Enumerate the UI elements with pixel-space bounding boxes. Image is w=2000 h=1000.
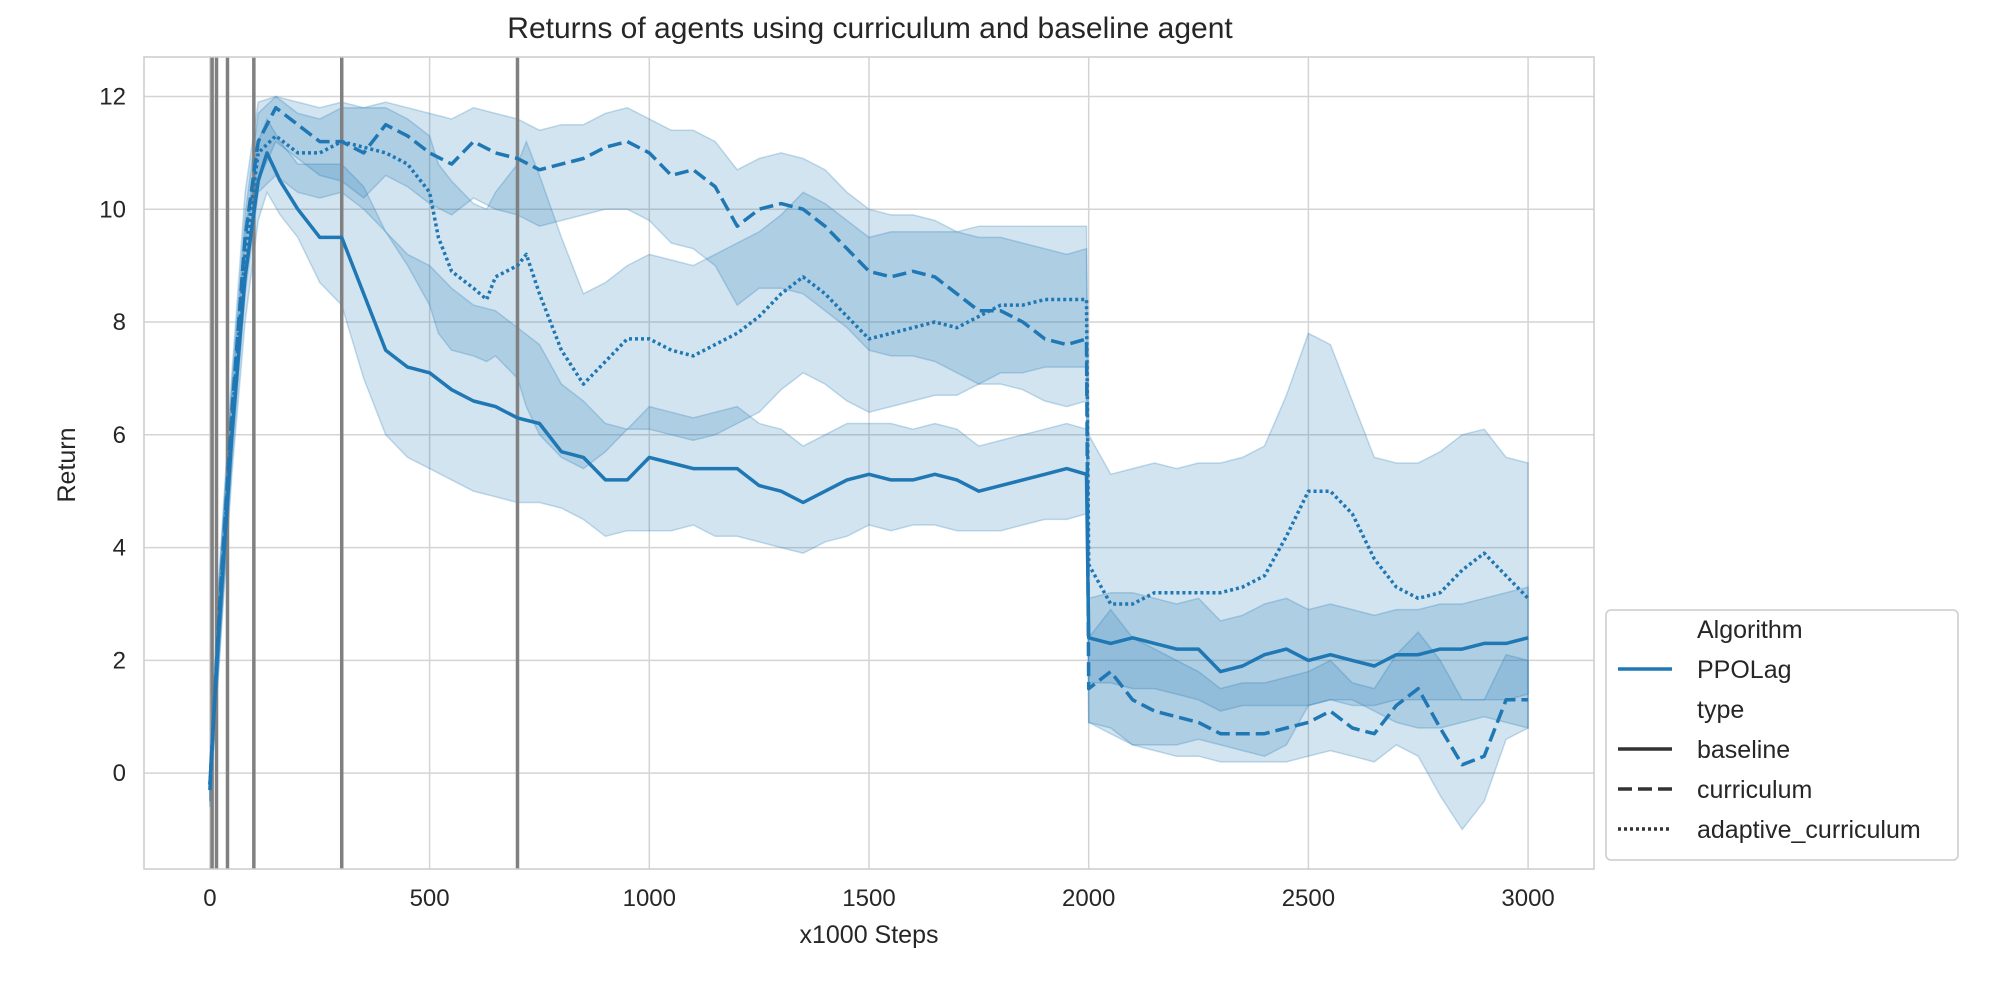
y-tick-label: 0	[113, 760, 126, 787]
plot-frame	[143, 56, 1595, 870]
x-tick-label: 2000	[1062, 885, 1115, 912]
x-tick-label: 0	[203, 885, 216, 912]
y-tick-labels: 0 2 4 6 8 10 12	[99, 83, 126, 787]
legend-box	[1605, 609, 1959, 861]
legend: Algorithm PPOLag type baseline curriculum ada…	[1605, 609, 1959, 861]
x-tick-label: 2500	[1282, 885, 1335, 912]
line-baseline	[208, 151, 1529, 785]
x-tick-label: 3000	[1501, 885, 1554, 912]
x-tick-label: 1000	[623, 885, 676, 912]
y-tick-label: 10	[99, 196, 126, 223]
y-tick-label: 12	[99, 83, 126, 110]
y-axis-label: Return	[53, 427, 81, 502]
band-baseline	[209, 117, 1529, 802]
x-tick-label: 1500	[842, 885, 895, 912]
band-adaptive_curriculum	[209, 95, 1529, 802]
line-curriculum	[208, 105, 1529, 791]
y-tick-label: 8	[113, 309, 126, 336]
legend-label-Algorithm: Algorithm	[1697, 616, 1803, 644]
legend-label-curriculum: curriculum	[1697, 776, 1812, 804]
y-tick-label: 4	[113, 535, 126, 562]
legend-label-adaptive_curriculum: adaptive_curriculum	[1697, 816, 1921, 844]
legend-label-PPOLag: PPOLag	[1697, 656, 1792, 684]
chart-title: Returns of agents using curriculum and b…	[507, 12, 1233, 45]
x-tick-label: 500	[410, 885, 450, 912]
grid	[144, 57, 1594, 869]
y-tick-label: 6	[113, 422, 126, 449]
series-lines	[208, 105, 1530, 791]
y-tick-label: 2	[113, 647, 126, 674]
legend-label-baseline: baseline	[1697, 736, 1790, 764]
x-axis-label: x1000 Steps	[800, 921, 939, 949]
x-tick-labels: 0 500 1000 1500 2000 2500 3000	[203, 885, 1555, 912]
legend-label-type: type	[1697, 696, 1744, 724]
